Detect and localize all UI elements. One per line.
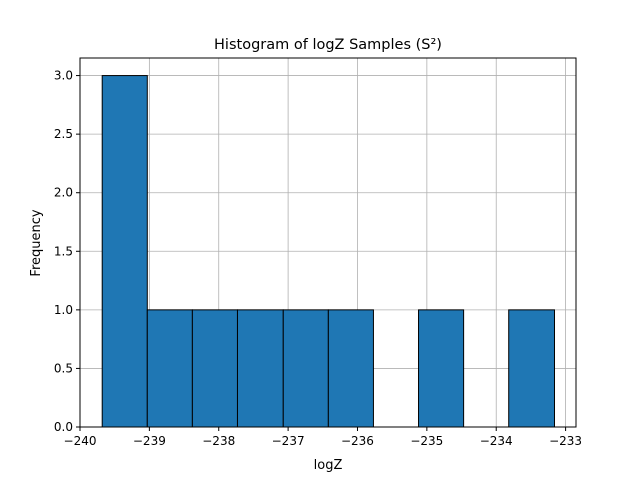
x-tick-label: −237 — [272, 434, 305, 448]
y-axis-label: Frequency — [29, 209, 44, 276]
y-tick-label: 1.5 — [54, 244, 73, 258]
x-tick-label: −236 — [341, 434, 374, 448]
x-tick-label: −239 — [133, 434, 166, 448]
x-axis-ticks: −240 −239 −238 −237 −236 −235 −234 −233 — [64, 427, 582, 448]
y-tick-label: 2.5 — [54, 127, 73, 141]
x-tick-label: −238 — [202, 434, 235, 448]
histogram-bar — [146, 309, 193, 428]
histogram-bar — [282, 309, 329, 428]
x-tick-label: −240 — [64, 434, 97, 448]
y-tick-label: 2.0 — [54, 186, 73, 200]
y-tick-label: 1.0 — [54, 303, 73, 317]
y-axis-ticks: 0.0 0.5 1.0 1.5 2.0 2.5 3.0 — [54, 69, 80, 434]
histogram-bars — [101, 75, 555, 428]
histogram-bar — [327, 309, 374, 428]
histogram-bar — [508, 309, 555, 428]
histogram-bar — [101, 75, 148, 428]
histogram-bar — [418, 309, 465, 428]
y-tick-label: 0.5 — [54, 361, 73, 375]
histogram-bar — [236, 309, 284, 428]
x-tick-label: −235 — [410, 434, 443, 448]
x-tick-label: −233 — [549, 434, 582, 448]
plot-frame — [79, 57, 577, 428]
y-tick-label: 3.0 — [54, 69, 73, 83]
x-axis-label: logZ — [314, 458, 343, 473]
histogram-bar — [191, 309, 238, 428]
y-tick-label: 0.0 — [54, 420, 73, 434]
x-tick-label: −234 — [480, 434, 513, 448]
chart-title: Histogram of logZ Samples (S²) — [214, 37, 442, 53]
